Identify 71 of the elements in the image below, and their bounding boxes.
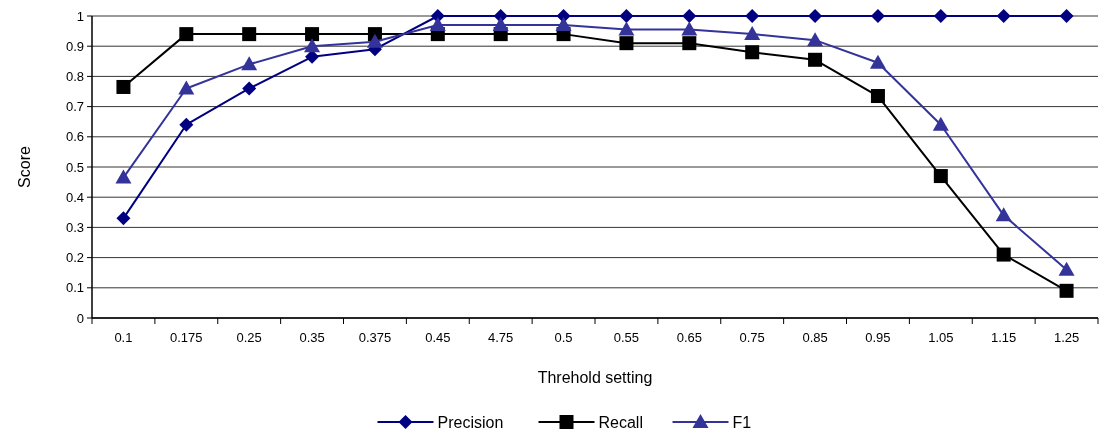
point — [178, 80, 195, 95]
x-tick-label: 0.55 — [613, 330, 640, 345]
x-tick-label: 0.25 — [236, 330, 262, 345]
point — [870, 89, 885, 104]
y-tick-label: 0.4 — [65, 189, 84, 205]
point — [242, 81, 257, 96]
point — [996, 247, 1011, 262]
point — [241, 56, 258, 71]
point — [996, 9, 1011, 23]
x-tick-label: 0.375 — [358, 330, 392, 345]
x-tick-label: 0.45 — [425, 330, 451, 345]
point — [116, 211, 131, 226]
point — [242, 27, 257, 42]
y-tick-label: 0.2 — [65, 250, 84, 266]
point — [745, 9, 760, 23]
legend-label: F1 — [732, 413, 752, 431]
point — [115, 169, 132, 184]
point — [618, 21, 635, 36]
y-tick-label: 0.5 — [65, 159, 84, 175]
legend-label: Recall — [598, 413, 643, 431]
point — [555, 17, 572, 32]
point — [619, 9, 634, 23]
point — [869, 54, 886, 69]
y-tick-label: 0 — [76, 310, 84, 326]
point — [744, 26, 761, 41]
y-axis-title: Score — [16, 146, 33, 188]
point — [366, 33, 383, 48]
x-tick-label: 0.1 — [114, 330, 133, 345]
point — [1058, 261, 1075, 276]
x-tick-label: 0.5 — [554, 330, 573, 345]
point — [619, 36, 634, 51]
y-tick-label: 1 — [76, 8, 84, 24]
point — [179, 117, 194, 132]
point — [682, 36, 697, 51]
legend-label: Precision — [437, 413, 504, 431]
point — [179, 27, 194, 42]
point — [933, 169, 948, 184]
point — [304, 38, 321, 53]
y-tick-label: 0.3 — [65, 219, 84, 235]
x-tick-label: 0.75 — [739, 330, 765, 345]
point — [808, 9, 823, 23]
y-tick-label: 0.1 — [65, 280, 84, 296]
x-tick-label: 1.15 — [991, 330, 1017, 345]
point — [932, 116, 949, 131]
x-tick-label: 0.35 — [299, 330, 325, 345]
y-tick-label: 0.6 — [65, 129, 84, 145]
point — [745, 45, 760, 60]
point — [429, 17, 446, 32]
x-tick-label: 0.175 — [170, 330, 203, 345]
point — [681, 21, 698, 36]
point — [682, 9, 697, 23]
x-tick-label: 1.25 — [1053, 330, 1080, 345]
point — [1059, 283, 1074, 298]
point — [492, 17, 509, 32]
point — [807, 32, 824, 47]
x-tick-label: 4.75 — [488, 330, 514, 345]
point — [933, 9, 948, 23]
x-axis-title: Threhold setting — [537, 369, 653, 386]
point — [808, 52, 823, 67]
y-tick-label: 0.8 — [65, 68, 84, 84]
x-tick-label: 0.95 — [865, 330, 891, 345]
point — [305, 27, 320, 42]
point — [1059, 9, 1074, 23]
x-tick-label: 0.85 — [802, 330, 828, 345]
point — [870, 9, 885, 23]
point — [116, 79, 131, 94]
point — [995, 207, 1012, 222]
x-tick-label: 0.65 — [676, 330, 702, 345]
y-tick-label: 0.9 — [65, 38, 84, 54]
x-tick-label: 1.05 — [928, 330, 954, 345]
y-tick-label: 0.7 — [65, 99, 84, 115]
